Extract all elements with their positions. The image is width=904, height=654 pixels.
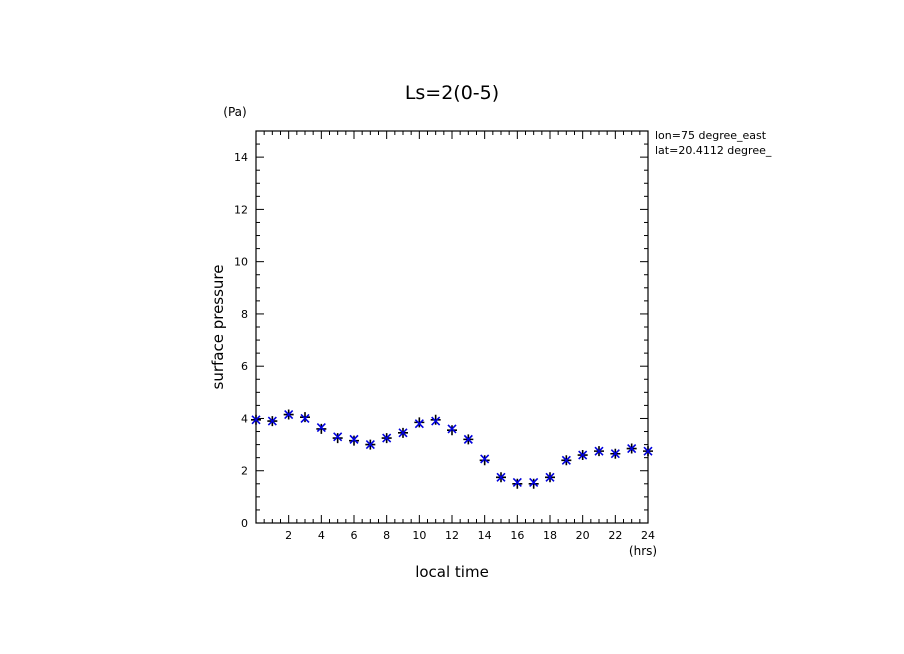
- x-axis-unit: (hrs): [629, 544, 657, 558]
- x-tick-label: 2: [285, 529, 292, 542]
- plot-frame: [255, 130, 649, 524]
- plus-marker: [349, 435, 359, 446]
- x-axis-label: local time: [415, 563, 489, 581]
- x-tick-label: 8: [383, 529, 390, 542]
- plus-marker: [430, 414, 441, 425]
- cross-marker: [643, 446, 653, 456]
- cross-marker: [545, 472, 555, 482]
- cross-marker: [594, 446, 604, 456]
- plus-marker: [414, 417, 425, 428]
- cross-marker: [284, 409, 294, 420]
- cross-marker: [529, 477, 539, 488]
- y-tick-label: 12: [234, 203, 248, 216]
- cross-marker: [414, 419, 424, 429]
- x-tick-label: 18: [543, 529, 557, 542]
- cross-marker: [512, 477, 522, 488]
- y-tick-label: 8: [241, 308, 248, 321]
- y-tick-label: 14: [234, 151, 248, 164]
- cross-marker: [316, 423, 326, 433]
- x-tick-label: 24: [641, 529, 655, 542]
- plus-marker: [332, 433, 343, 444]
- y-tick-label: 10: [234, 256, 248, 269]
- cross-marker: [480, 454, 490, 464]
- x-tick-label: 14: [478, 529, 492, 542]
- annotation-latitude: lat=20.4112 degree_: [655, 144, 772, 157]
- cross-marker: [251, 415, 261, 425]
- cross-marker: [365, 440, 375, 450]
- plus-marker: [316, 423, 327, 434]
- x-tick-label: 22: [608, 529, 622, 542]
- cross-marker: [398, 428, 408, 438]
- axis-ticks: [255, 130, 649, 524]
- cross-marker: [349, 434, 359, 444]
- cross-marker: [627, 443, 637, 454]
- cross-marker: [561, 455, 571, 465]
- y-tick-label: 6: [241, 360, 248, 373]
- y-tick-label: 2: [241, 465, 248, 478]
- cross-marker: [610, 449, 620, 459]
- y-tick-label: 4: [241, 412, 248, 425]
- cross-marker: [496, 472, 506, 482]
- x-tick-label: 6: [351, 529, 358, 542]
- data-markers: [251, 409, 653, 489]
- plus-marker: [479, 455, 490, 466]
- y-axis-unit: (Pa): [223, 105, 246, 119]
- x-tick-label: 4: [318, 529, 325, 542]
- cross-marker: [578, 450, 588, 460]
- y-axis-label: surface pressure: [209, 265, 227, 390]
- plus-marker: [528, 478, 539, 489]
- plus-marker: [300, 412, 310, 423]
- annotation-longitude: lon=75 degree_east: [655, 129, 767, 142]
- plus-marker: [447, 425, 457, 436]
- cross-marker: [463, 434, 473, 444]
- cross-marker: [300, 413, 310, 424]
- cross-marker: [447, 424, 457, 434]
- x-tick-label: 10: [412, 529, 426, 542]
- cross-marker: [333, 432, 343, 442]
- cross-marker: [431, 416, 441, 426]
- y-tick-label: 0: [241, 517, 248, 530]
- cross-marker: [267, 416, 277, 426]
- chart-title: Ls=2(0-5): [405, 82, 499, 104]
- plus-marker: [512, 478, 523, 489]
- x-tick-label: 12: [445, 529, 459, 542]
- x-tick-label: 20: [576, 529, 590, 542]
- x-tick-label: 16: [510, 529, 524, 542]
- cross-marker: [382, 433, 392, 443]
